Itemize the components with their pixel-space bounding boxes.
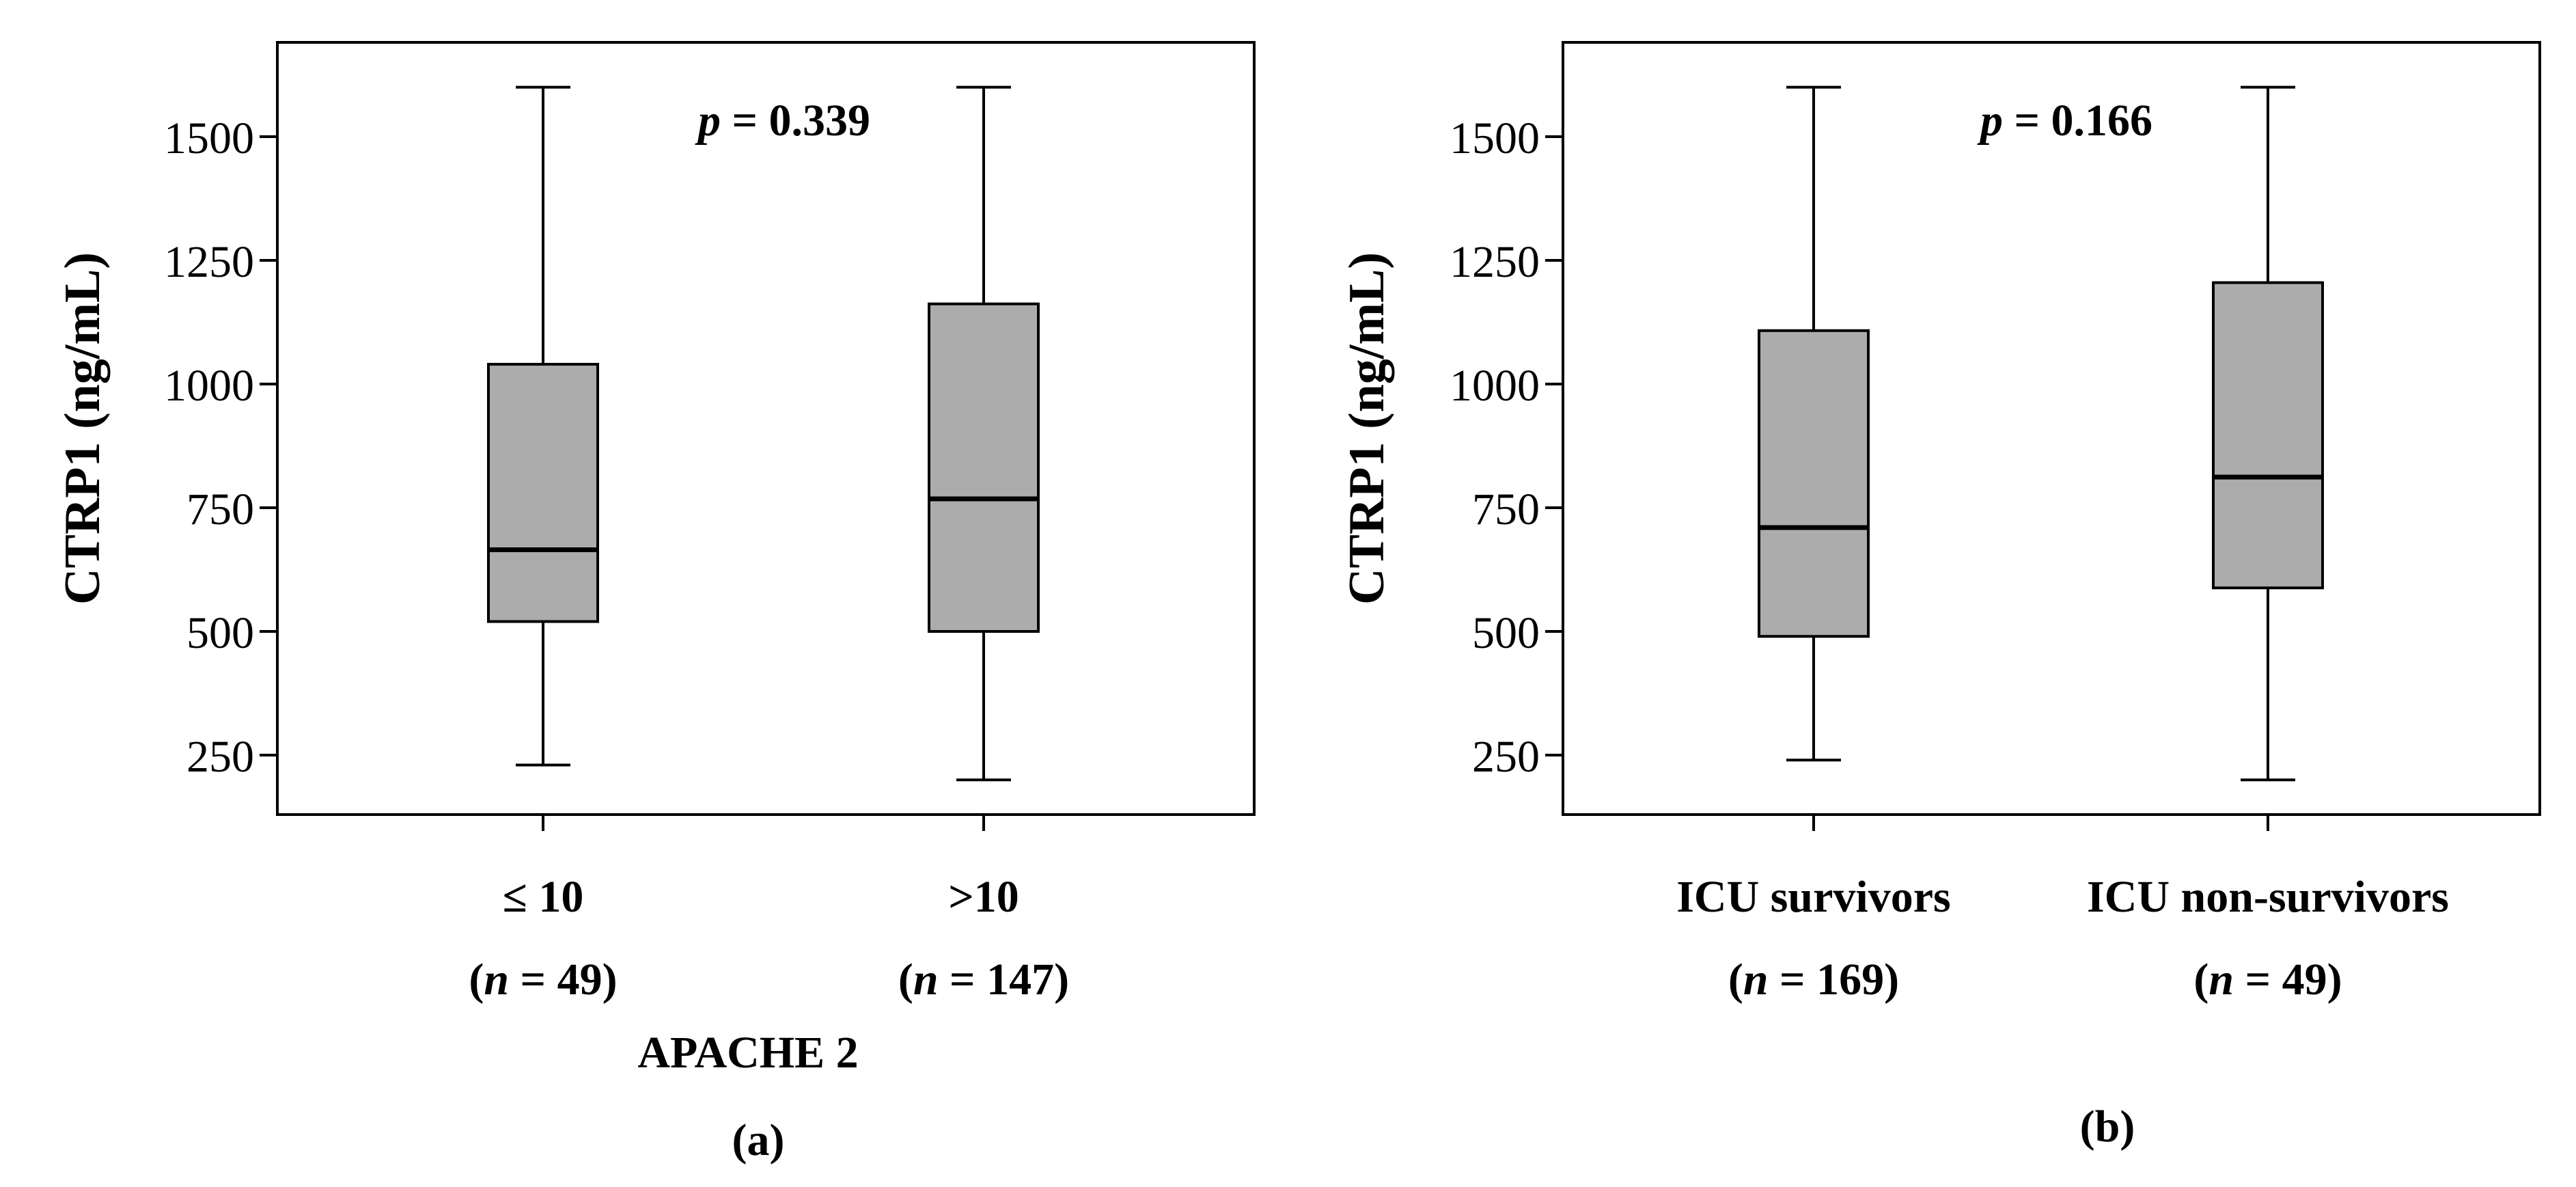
sample-size-value-a-2: = 147) bbox=[939, 955, 1070, 1005]
plot-frame-b bbox=[1562, 41, 2541, 816]
p-value-annotation-b: p = 0.166 bbox=[1977, 96, 2152, 146]
iqr-box-a-2 bbox=[928, 302, 1040, 633]
sample-size-label-b-1: (n = 169) bbox=[1728, 955, 1899, 1005]
iqr-box-b-1 bbox=[1758, 329, 1870, 638]
plot-frame-a bbox=[276, 41, 1256, 816]
y-tick-label-b-250: 250 bbox=[1472, 732, 1540, 782]
p-symbol-b: p bbox=[1977, 96, 2003, 146]
y-tick-label-a-1500: 1500 bbox=[164, 113, 254, 163]
y-axis-ticks-b: 250 500 750 1000 1250 1500 bbox=[1450, 113, 1563, 782]
caption-b: (b) bbox=[2080, 1102, 2135, 1151]
iqr-box-a-1 bbox=[487, 363, 599, 623]
y-tick-label-b-1250: 1250 bbox=[1450, 237, 1540, 287]
sample-size-label-a-1: (n = 49) bbox=[469, 955, 617, 1005]
x-category-label-b-2: ICU non-survivors bbox=[2087, 872, 2449, 922]
p-value-annotation-a: p = 0.339 bbox=[695, 96, 870, 146]
y-tick-label-b-500: 500 bbox=[1472, 608, 1540, 658]
boxes-b bbox=[1758, 85, 2324, 831]
sample-size-paren-b-1: ( bbox=[1728, 955, 1743, 1005]
sample-size-symbol-a-2: n bbox=[913, 955, 939, 1005]
sample-size-label-b-2: (n = 49) bbox=[2193, 955, 2342, 1005]
y-axis-ticks-a: 250 500 750 1000 1250 1500 bbox=[164, 113, 277, 782]
sample-size-paren-a-1: ( bbox=[469, 955, 484, 1005]
panel-a: 250 500 750 1000 1250 1500 CTRP1 (ng/mL) p = … bbox=[55, 41, 1256, 1165]
y-axis-label-b: CTRP1 (ng/mL) bbox=[1339, 252, 1395, 605]
x-category-label-b-1: ICU survivors bbox=[1676, 872, 1951, 922]
sample-size-paren-b-2: ( bbox=[2193, 955, 2208, 1005]
y-axis-label-a: CTRP1 (ng/mL) bbox=[55, 252, 111, 605]
iqr-box-b-2 bbox=[2212, 281, 2324, 590]
y-tick-label-a-1250: 1250 bbox=[164, 237, 254, 287]
y-tick-label-b-750: 750 bbox=[1472, 485, 1540, 534]
y-tick-label-b-1000: 1000 bbox=[1450, 361, 1540, 411]
y-tick-label-a-1000: 1000 bbox=[164, 361, 254, 411]
sample-size-value-b-1: = 169) bbox=[1769, 955, 1900, 1005]
sample-size-symbol-a-1: n bbox=[484, 955, 509, 1005]
y-tick-label-a-500: 500 bbox=[186, 608, 254, 658]
sample-size-label-a-2: (n = 147) bbox=[898, 955, 1069, 1005]
p-symbol-a: p bbox=[695, 96, 721, 146]
y-tick-label-a-250: 250 bbox=[186, 732, 254, 782]
sample-size-symbol-b-1: n bbox=[1743, 955, 1769, 1005]
sample-size-value-b-2: = 49) bbox=[2234, 955, 2342, 1005]
sample-size-symbol-b-2: n bbox=[2208, 955, 2234, 1005]
boxes-a bbox=[487, 85, 1040, 831]
x-category-label-a-1: ≤ 10 bbox=[503, 872, 584, 922]
x-axis-title-a: APACHE 2 bbox=[637, 1028, 858, 1078]
p-value-text-b: = 0.166 bbox=[2003, 96, 2152, 146]
x-category-label-a-2: >10 bbox=[948, 872, 1019, 922]
p-value-text-a: = 0.339 bbox=[721, 96, 870, 146]
panel-b: 250 500 750 1000 1250 1500 CTRP1 (ng/mL) p = … bbox=[1339, 41, 2541, 1151]
y-tick-label-a-750: 750 bbox=[186, 485, 254, 534]
sample-size-value-a-1: = 49) bbox=[509, 955, 618, 1005]
caption-a: (a) bbox=[732, 1115, 785, 1165]
sample-size-paren-a-2: ( bbox=[898, 955, 913, 1005]
y-tick-label-b-1500: 1500 bbox=[1450, 113, 1540, 163]
